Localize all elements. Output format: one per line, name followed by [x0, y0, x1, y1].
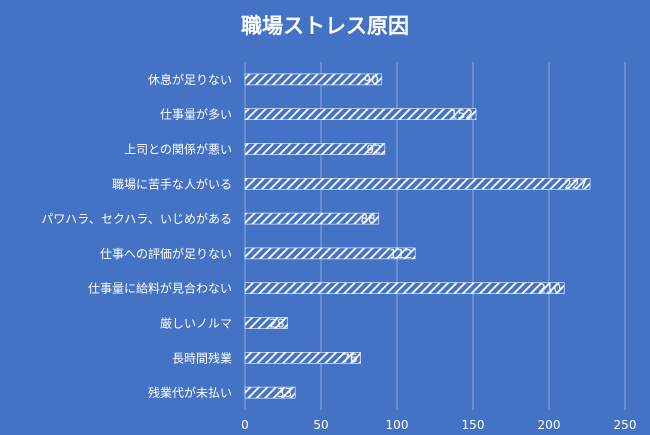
bar — [244, 212, 380, 225]
chart-title: 職場ストレス原因 — [241, 14, 409, 38]
data-label: 210 — [538, 282, 561, 296]
bar — [244, 317, 288, 329]
x-tick-label: 0 — [241, 418, 249, 432]
category-label: 厳しいノルマ — [160, 317, 232, 331]
category-label: パワハラ、セクハラ、いじめがある — [41, 211, 232, 226]
bar — [244, 247, 416, 260]
bars: 90 152 92 227 88 112 210 28 76 33 — [244, 73, 591, 400]
category-label: 仕事への評価が足りない — [100, 246, 232, 261]
bar — [244, 73, 383, 86]
x-tick-label: 50 — [313, 418, 328, 432]
x-axis-ticks: 0 50 100 150 200 250 — [241, 418, 636, 432]
category-label: 仕事量に給料が見合わない — [88, 281, 232, 296]
category-labels: 休息が足りない仕事量が多い上司との関係が悪い職場に苦手な人がいるパワハラ、セクハ… — [41, 72, 232, 400]
bar — [244, 351, 361, 364]
bar — [244, 178, 591, 190]
category-label: 職場に苦手な人がいる — [112, 176, 232, 191]
category-label: 長時間残業 — [172, 351, 232, 365]
data-label: 90 — [364, 73, 379, 87]
x-tick-label: 150 — [462, 418, 485, 432]
category-label: 上司との関係が悪い — [124, 142, 232, 157]
data-label: 112 — [389, 247, 412, 261]
bar — [244, 108, 477, 120]
bar — [244, 386, 296, 399]
bar — [244, 143, 386, 155]
category-label: 残業代が未払い — [148, 385, 232, 400]
x-tick-label: 250 — [614, 418, 637, 432]
data-label: 76 — [342, 351, 357, 365]
data-label: 33 — [277, 386, 292, 400]
data-label: 227 — [564, 177, 587, 191]
data-label: 28 — [269, 317, 284, 331]
x-tick-label: 100 — [386, 418, 409, 432]
bar — [244, 282, 565, 295]
x-tick-label: 200 — [538, 418, 561, 432]
data-label: 88 — [360, 212, 375, 226]
data-label: 92 — [367, 143, 382, 157]
category-label: 休息が足りない — [148, 72, 232, 87]
category-label: 仕事量が多い — [160, 107, 232, 122]
data-label: 152 — [450, 108, 473, 122]
